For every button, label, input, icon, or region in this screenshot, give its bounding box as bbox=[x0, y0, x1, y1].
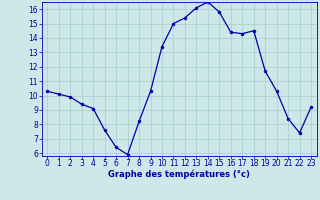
X-axis label: Graphe des températures (°c): Graphe des températures (°c) bbox=[108, 170, 250, 179]
